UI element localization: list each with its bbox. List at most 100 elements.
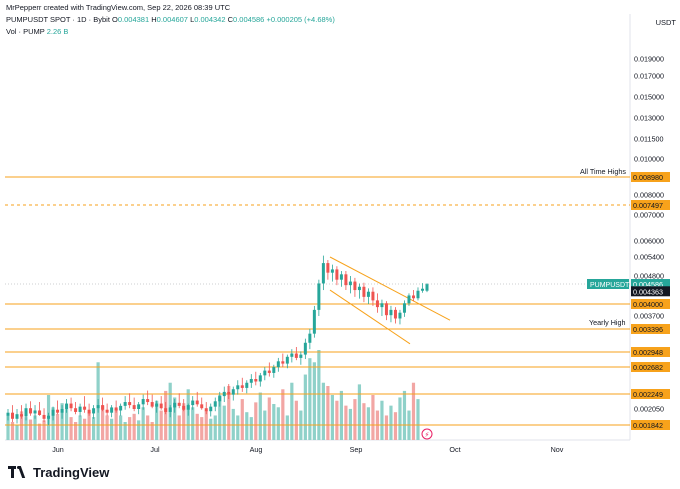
price-tick-label: 0.008000 [634,191,664,200]
candle-body [254,379,258,382]
currency-label[interactable]: USDT [655,18,676,27]
volume-bar [312,362,316,440]
candle-body [321,263,325,284]
tradingview-logo[interactable]: TradingView [8,463,109,481]
volume-bar [33,415,37,440]
volume-bar [303,374,307,440]
candle-body [60,409,64,413]
candle-body [186,405,190,410]
volume-bar [393,412,398,440]
price-axis: 0.019000 0.017000 0.015000 0.013000 0.011500… [634,55,664,414]
candle [416,287,420,301]
volume-bar [258,392,262,440]
candle [47,412,51,426]
candle-body [348,281,352,286]
annotation-yearly-high: Yearly High [589,318,626,327]
candle [254,371,258,386]
candle-body [425,284,429,291]
candle [78,403,82,417]
candle [177,393,181,409]
candle [123,396,127,410]
time-tick-label: Sep [350,445,363,454]
price-labels: 0.008980 0.007497 PUMPUSDT 0.0045860.004363… [587,172,670,430]
volume-bar [353,399,357,440]
volume-bar [92,417,96,440]
volume-bar [389,405,393,440]
candle [213,397,217,412]
volume-bar [330,395,334,440]
volume-bar [272,404,276,440]
high-label: H [151,15,157,24]
volume-bar [380,400,384,440]
volume-bar [321,382,325,440]
price-label-text: 0.004000 [633,300,663,309]
candle-body [227,391,231,395]
volume-bar [110,418,114,440]
event-marker-icon [421,428,433,440]
volume-bar [141,407,145,440]
volume-bar [402,390,407,440]
volume-bar [155,400,159,440]
price-tick-label: 0.010000 [634,155,664,164]
candle-body [267,370,271,373]
volume-bar [114,408,118,440]
close-value: 0.004586 [233,15,265,24]
price-tick-label: 0.011500 [634,135,663,144]
candle-body [29,408,33,414]
change-value: +0.000205 (+4.68%) [266,15,335,24]
candle-body [339,274,343,280]
price-tick-label: 0.013000 [634,114,664,123]
candle [411,290,415,302]
candle-body [159,403,163,409]
candle [366,288,370,304]
volume-bar [267,397,271,440]
channel-lower-line [329,289,411,345]
price-label-box [631,200,670,210]
candle [371,287,375,306]
candle-body [362,286,366,297]
volume-bar [177,415,181,440]
candle-body [420,288,424,291]
candle-body [195,400,199,405]
candle-body [276,361,280,368]
candle-body [236,385,240,390]
candle-body [24,408,28,417]
volume-bar [150,422,154,440]
volume-bar [191,407,195,440]
candle [245,380,249,394]
price-label-text: 0.002948 [633,348,663,357]
volume-bar [101,405,105,440]
time-tick-label: Aug [250,445,263,454]
candle-body [402,303,406,313]
price-label-box [631,279,670,289]
candle [6,409,10,421]
candle-body [366,291,370,297]
candle-body [222,391,226,397]
price-label-box [631,299,670,309]
volume-bar [164,390,168,440]
candle [312,305,316,338]
candle-body [11,412,15,419]
candle-body [132,405,136,409]
candle [65,399,69,413]
price-tick-label: 0.003700 [634,312,664,321]
candle [173,399,177,413]
candle [222,386,226,403]
candle [33,405,37,419]
candle-body [78,406,82,412]
candle [191,396,195,410]
candle [272,364,276,378]
candle [69,397,73,412]
candle-body [110,407,114,413]
price-label-box [631,324,670,334]
volume-bar [339,390,343,440]
volume-bar [416,399,420,440]
candle [420,283,424,293]
candle [195,391,199,407]
price-label-box [631,172,670,182]
candle [24,403,28,421]
price-label-box [631,347,670,357]
candle [114,400,118,413]
candle-body [398,312,402,319]
